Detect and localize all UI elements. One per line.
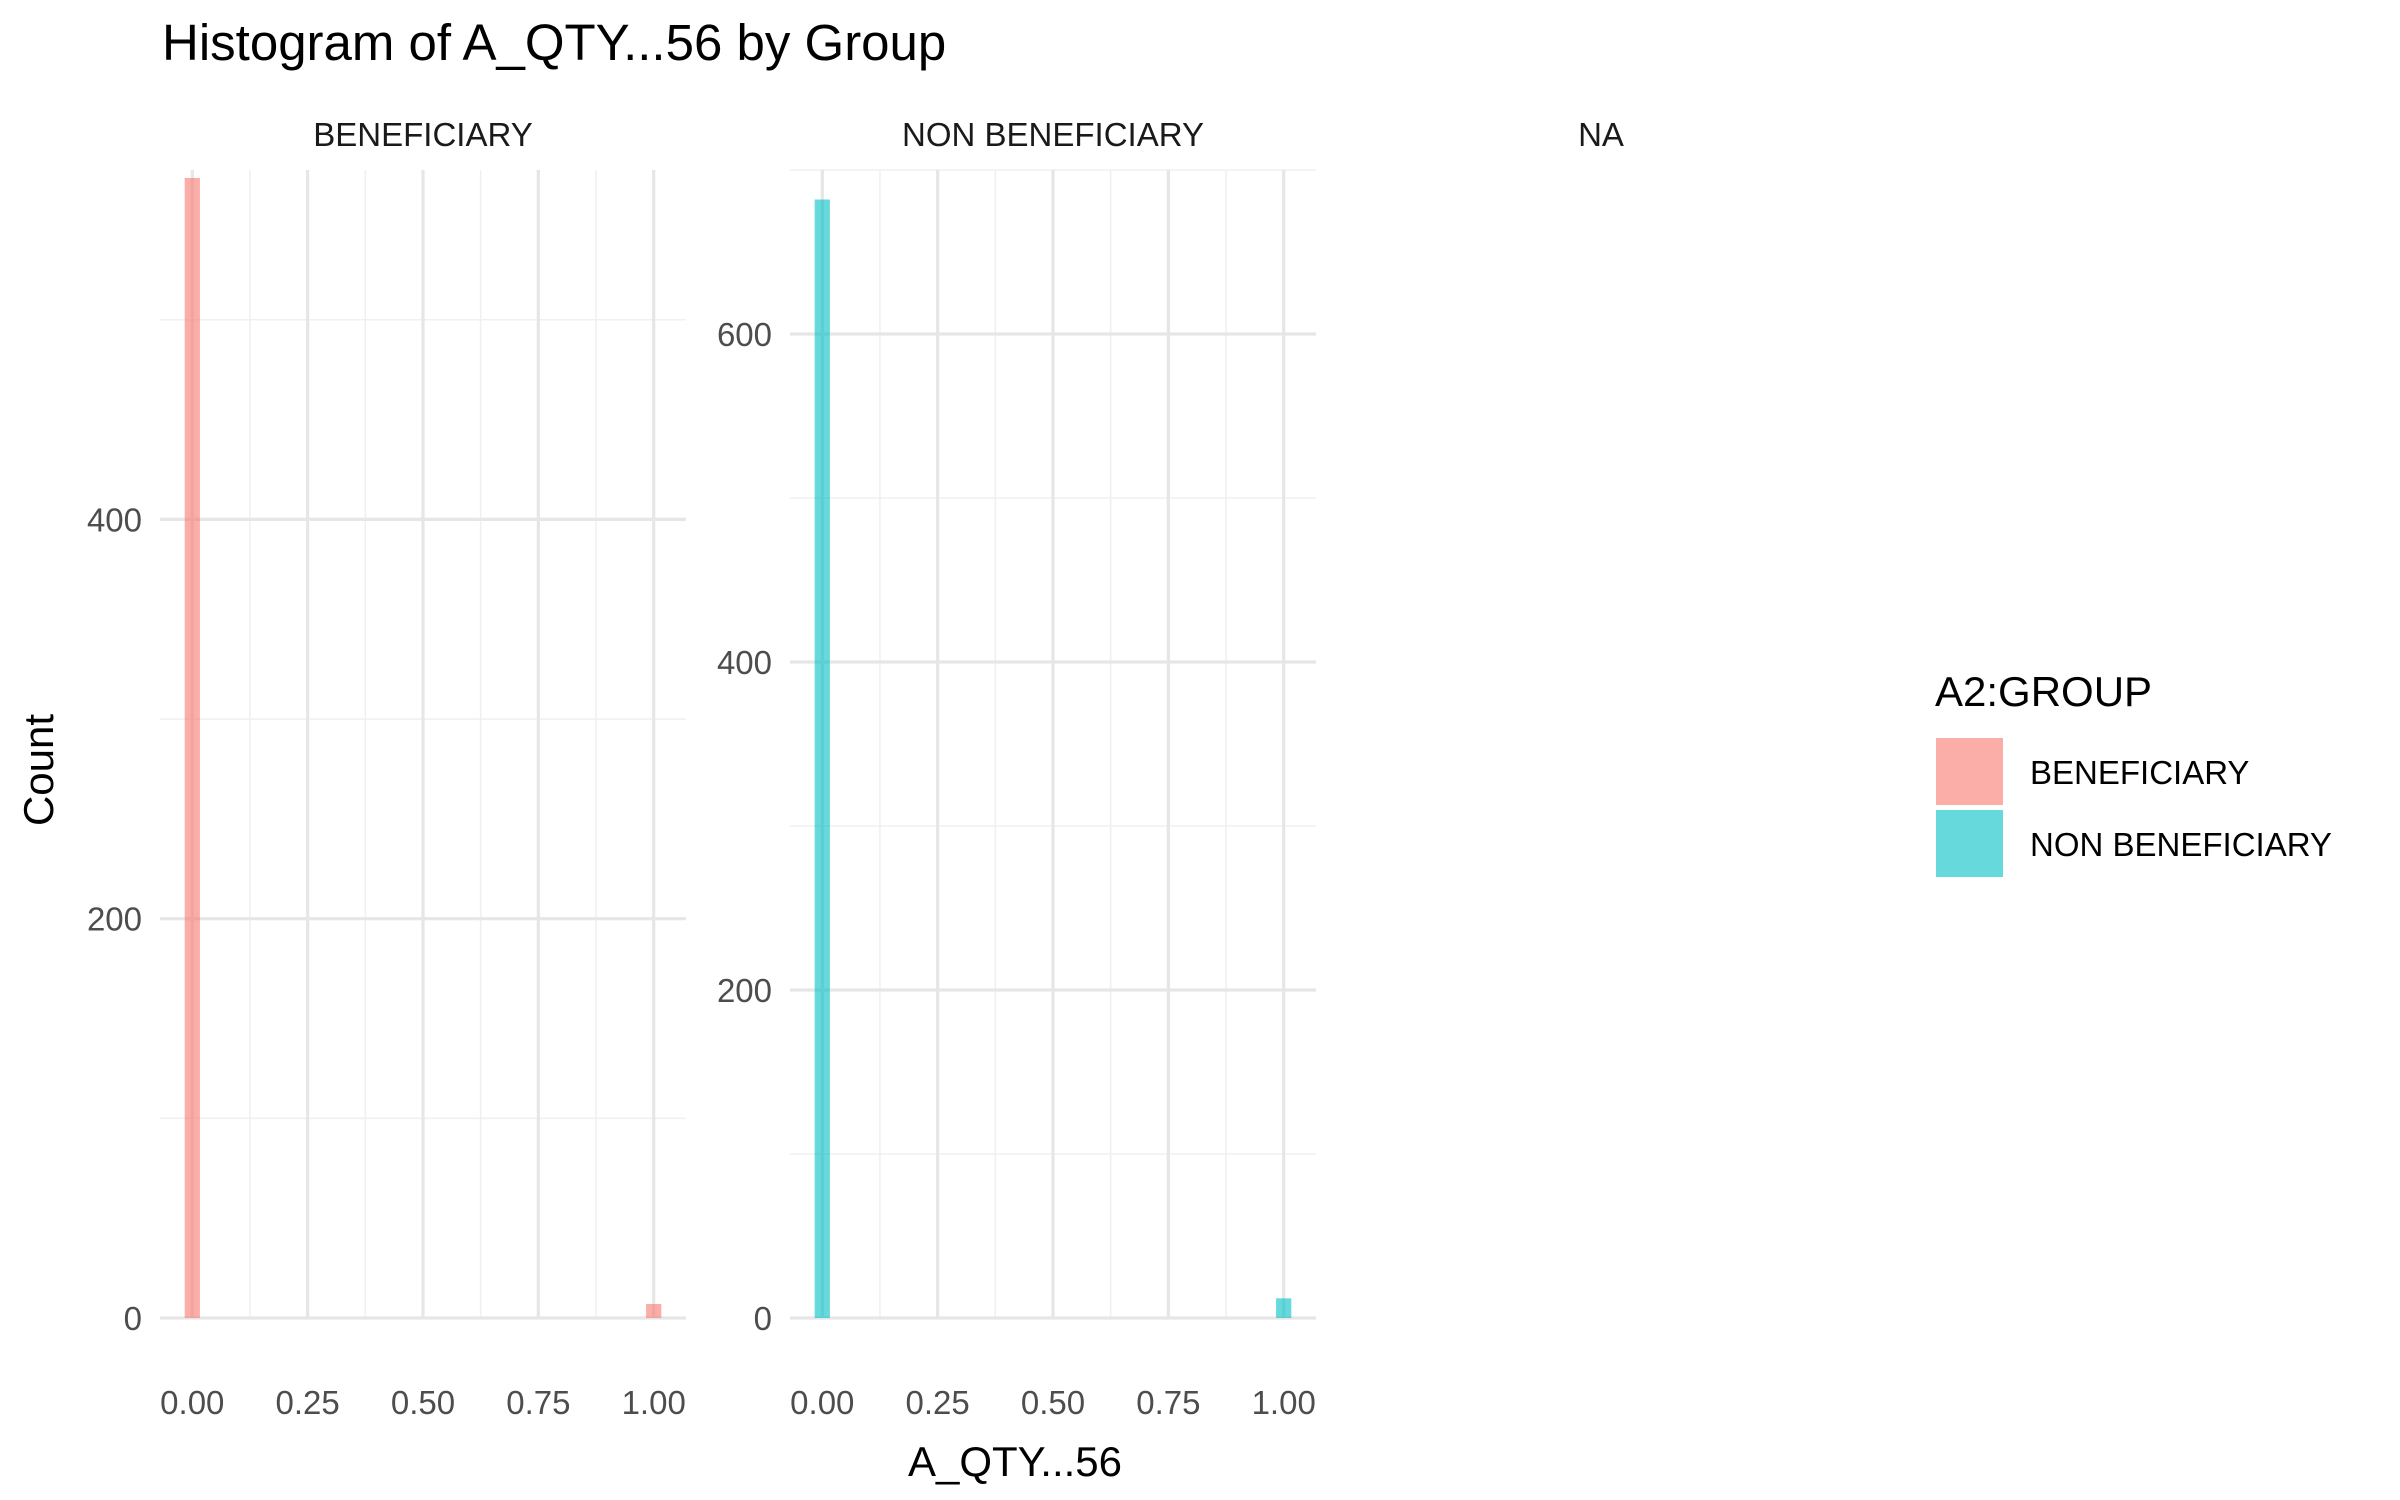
legend-key-non-beneficiary bbox=[1936, 810, 2003, 877]
legend-title: A2:GROUP bbox=[1935, 668, 2152, 715]
y-tick-label: 600 bbox=[717, 316, 772, 353]
y-tick-label: 400 bbox=[717, 644, 772, 681]
histogram-bar-beneficiary-0 bbox=[184, 177, 200, 1318]
y-tick-label: 400 bbox=[87, 501, 142, 538]
histogram-bar-non-beneficiary-1 bbox=[1276, 1298, 1292, 1318]
x-tick-label: 0.75 bbox=[1136, 1384, 1200, 1421]
histogram-bar-non-beneficiary-0 bbox=[814, 199, 830, 1318]
y-tick-label: 200 bbox=[87, 901, 142, 938]
y-tick-label: 0 bbox=[754, 1300, 772, 1337]
y-tick-label: 0 bbox=[124, 1300, 142, 1337]
facet-non-beneficiary: NON BENEFICIARY 0 200 400 600 0.00 0.25 0.50 0.7… bbox=[717, 116, 1316, 1421]
plot-title: Histogram of A_QTY...56 by Group bbox=[162, 14, 946, 71]
legend-key-beneficiary bbox=[1936, 738, 2003, 805]
histogram-bar-beneficiary-1 bbox=[646, 1304, 662, 1318]
x-axis-title: A_QTY...56 bbox=[908, 1438, 1122, 1485]
x-tick-label: 0.25 bbox=[906, 1384, 970, 1421]
x-tick-label: 0.75 bbox=[506, 1384, 570, 1421]
x-tick-label: 1.00 bbox=[1252, 1384, 1316, 1421]
x-tick-label: 1.00 bbox=[622, 1384, 686, 1421]
strip-label-beneficiary: BENEFICIARY bbox=[313, 116, 532, 153]
y-tick-label: 200 bbox=[717, 972, 772, 1009]
strip-label-na: NA bbox=[1578, 116, 1624, 153]
facet-na: NA bbox=[1578, 116, 1624, 153]
x-tick-label: 0.00 bbox=[160, 1384, 224, 1421]
legend-label-non-beneficiary: NON BENEFICIARY bbox=[2030, 826, 2332, 863]
y-axis-title: Count bbox=[15, 714, 62, 826]
grid-beneficiary bbox=[160, 170, 686, 1320]
x-tick-label: 0.50 bbox=[391, 1384, 455, 1421]
legend: A2:GROUP BENEFICIARY NON BENEFICIARY bbox=[1935, 668, 2332, 877]
legend-label-beneficiary: BENEFICIARY bbox=[2030, 754, 2249, 791]
x-tick-label: 0.50 bbox=[1021, 1384, 1085, 1421]
facet-beneficiary: BENEFICIARY 0 200 400 0.00 0.25 0.50 0.75 1.00 bbox=[87, 116, 686, 1421]
grid-non-beneficiary bbox=[790, 169, 1316, 1320]
strip-label-non-beneficiary: NON BENEFICIARY bbox=[902, 116, 1204, 153]
x-tick-label: 0.25 bbox=[276, 1384, 340, 1421]
x-tick-label: 0.00 bbox=[790, 1384, 854, 1421]
